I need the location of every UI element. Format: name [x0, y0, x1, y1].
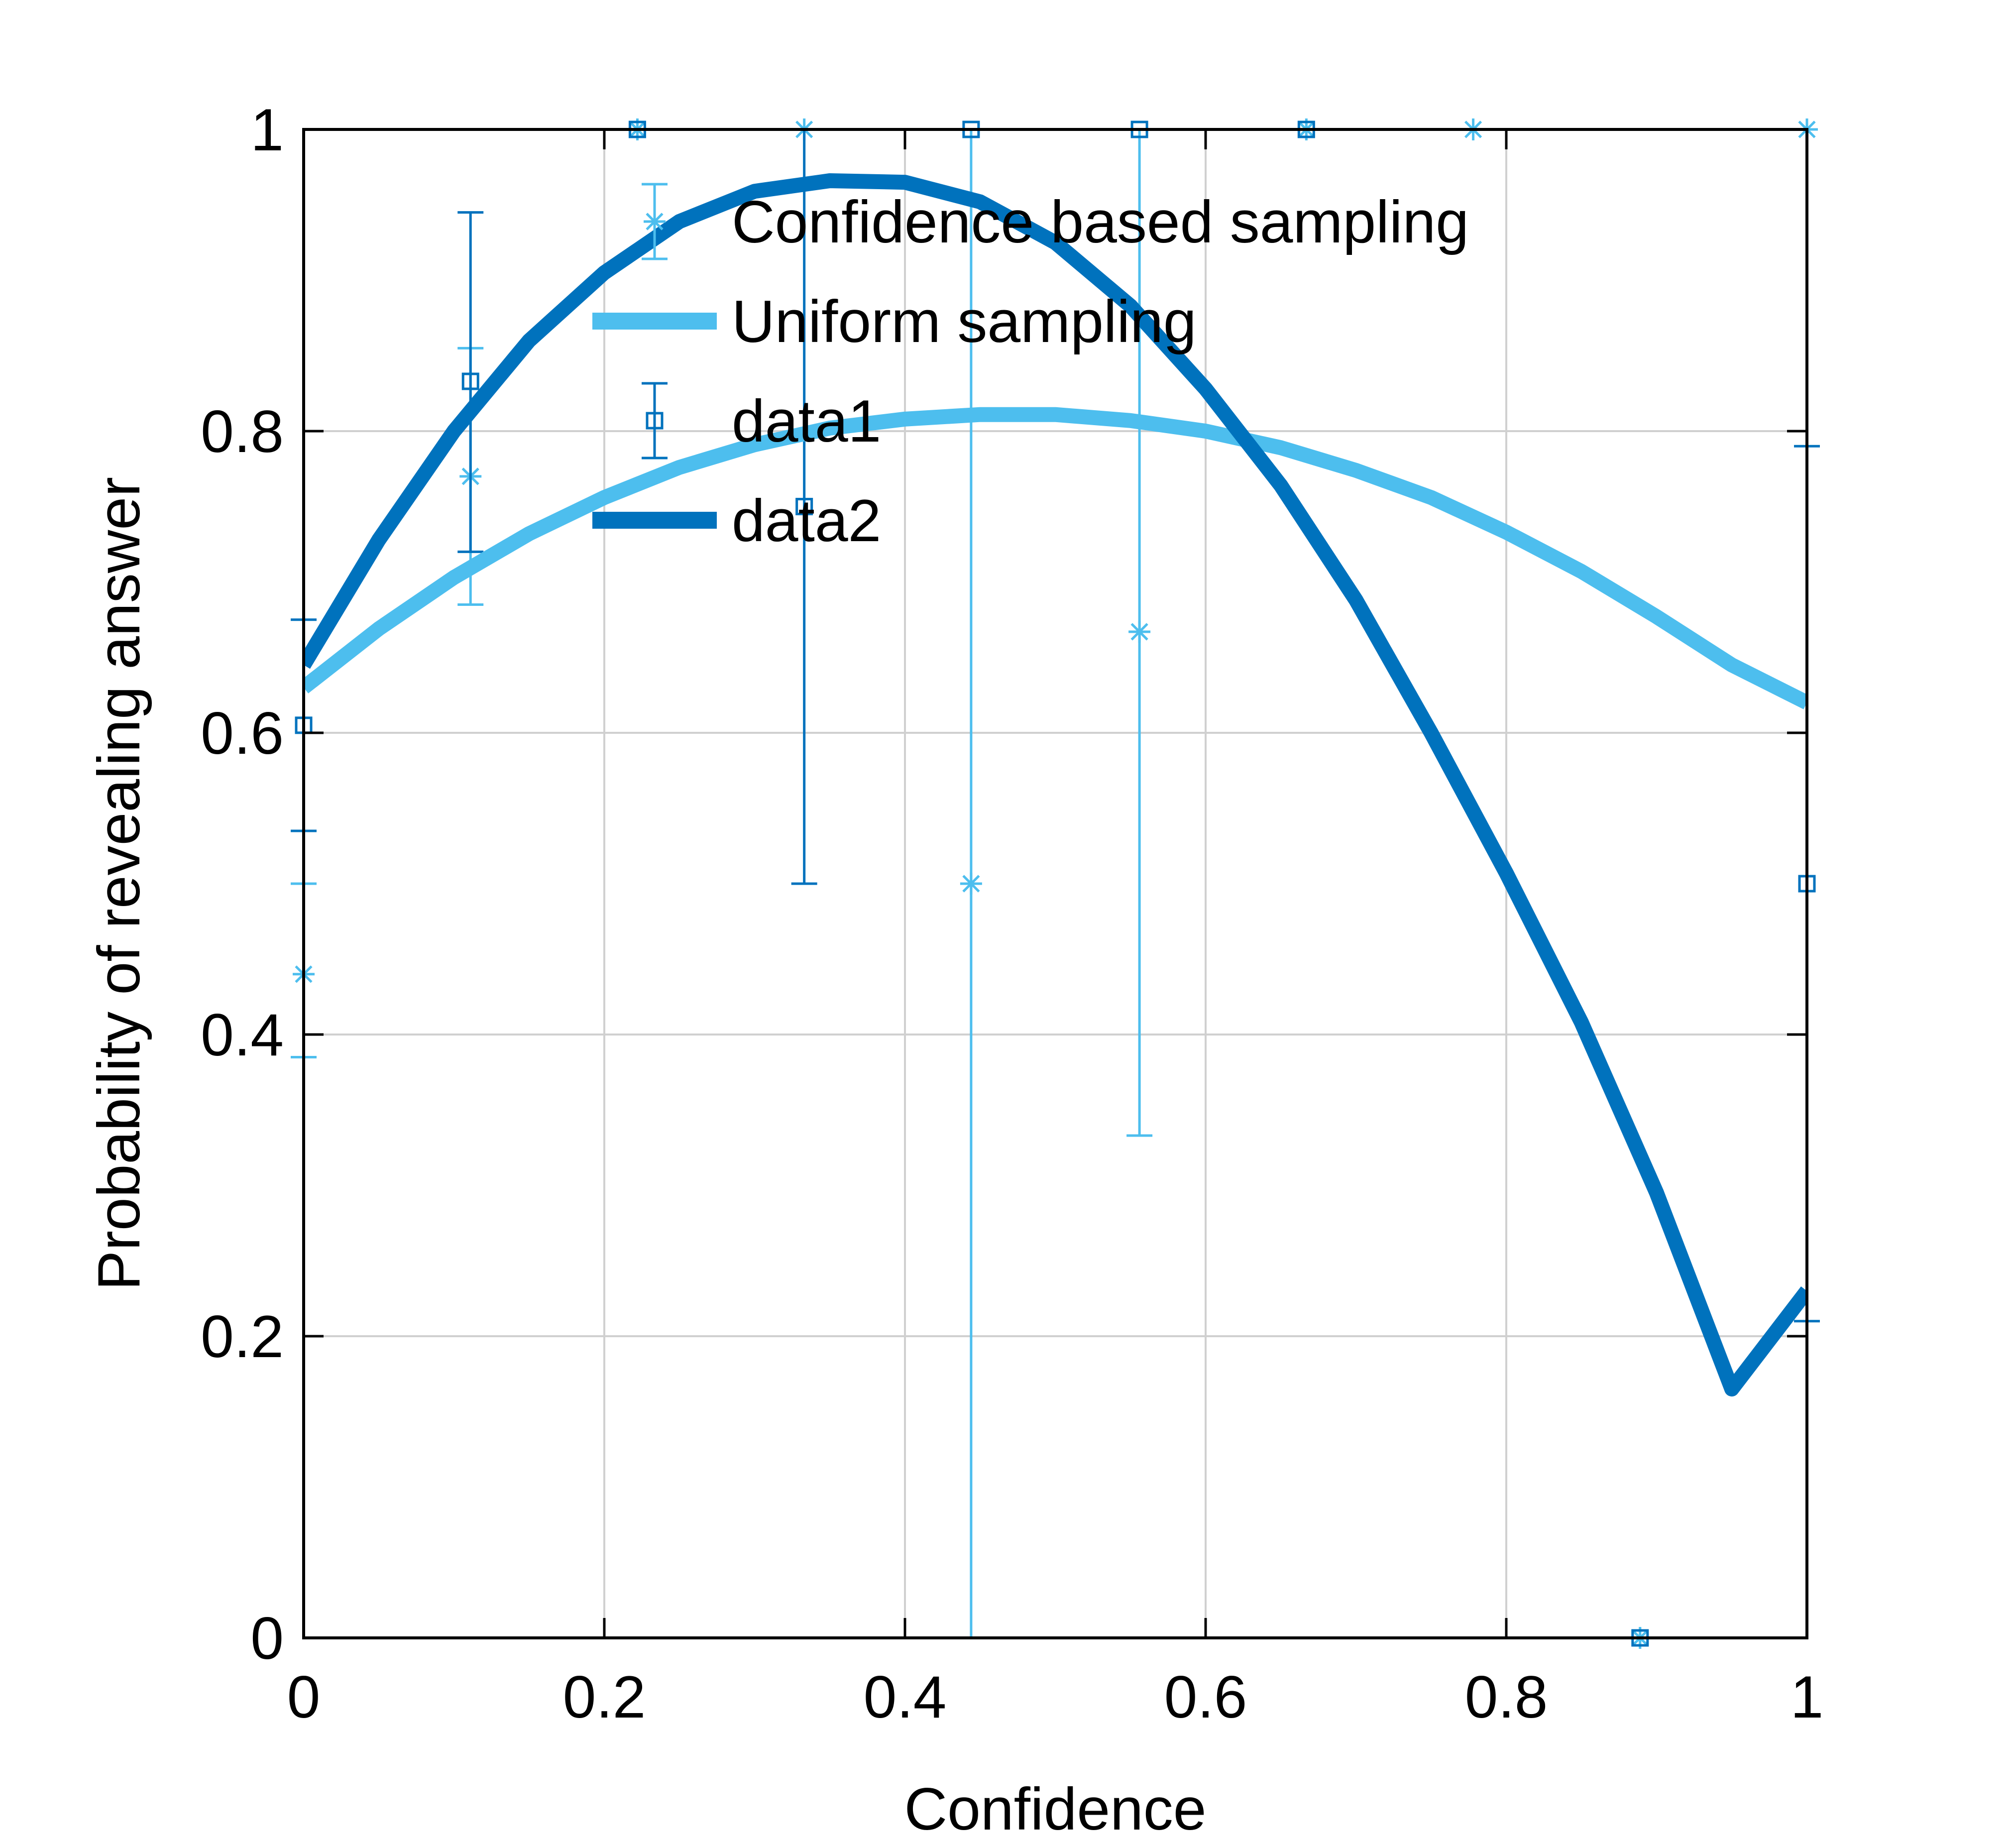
series-3 — [304, 173, 1807, 1397]
data-point — [457, 211, 484, 553]
legend-label: Uniform sampling — [732, 288, 1197, 355]
x-tick-label: 0.6 — [1164, 1664, 1247, 1730]
series-1 — [304, 407, 1807, 709]
legend-entry: Confidence based sampling — [642, 183, 1469, 260]
y-tick-label: 1 — [250, 97, 284, 163]
legend-swatch — [642, 382, 668, 460]
plot-frame — [302, 128, 1808, 1639]
legend-entry: data2 — [592, 487, 881, 554]
legend: Confidence based sampling Uniform samplin… — [592, 183, 1469, 554]
x-tick-label: 0.4 — [864, 1664, 947, 1730]
legend-label: data1 — [732, 388, 881, 455]
y-tick-label: 0.6 — [201, 700, 284, 767]
axis-ticks: 0 0.2 0.4 0.6 0.8 1 0 0.2 0.4 0.6 0.8 1 — [201, 97, 1823, 1730]
x-axis-label: Confidence — [904, 1776, 1206, 1843]
y-tick-label: 0.2 — [201, 1303, 284, 1370]
x-tick-label: 0.8 — [1465, 1664, 1548, 1730]
y-axis-label: Probability of revealing answer — [86, 477, 152, 1290]
legend-label: Confidence based sampling — [732, 189, 1469, 255]
y-tick-label: 0.4 — [201, 1002, 284, 1068]
x-tick-label: 0 — [287, 1664, 321, 1730]
y-tick-label: 0 — [250, 1605, 284, 1672]
legend-swatch — [642, 183, 668, 260]
x-tick-label: 0.2 — [563, 1664, 646, 1730]
y-tick-label: 0.8 — [201, 398, 284, 465]
x-tick-label: 1 — [1791, 1664, 1824, 1730]
fit-curve — [304, 407, 1807, 709]
fit-curve — [304, 173, 1807, 1397]
legend-entry: Uniform sampling — [592, 288, 1197, 355]
data-point — [1126, 128, 1153, 1137]
legend-entry: data1 — [642, 382, 881, 460]
legend-label: data2 — [732, 487, 881, 554]
